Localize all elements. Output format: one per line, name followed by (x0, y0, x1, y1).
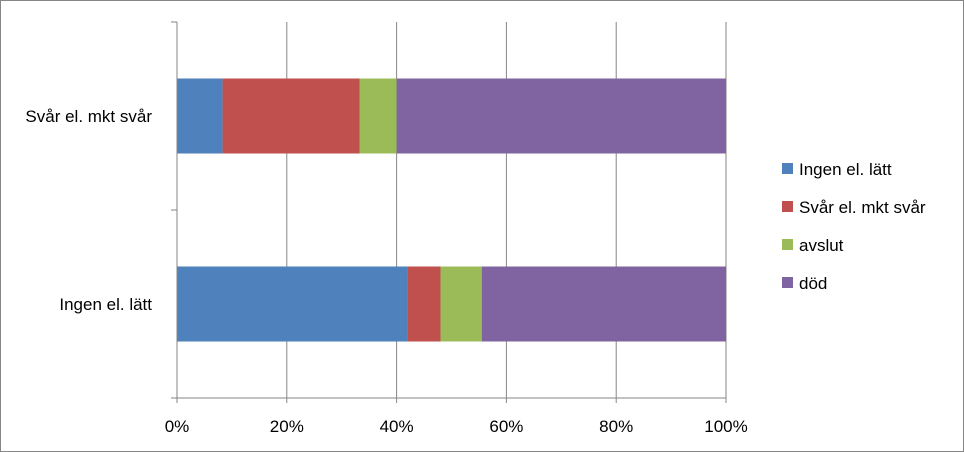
x-tick-label: 40% (380, 417, 414, 436)
legend: Ingen el. lätt Svår el. mkt svår avslut död (782, 160, 926, 293)
bar-segment (177, 266, 408, 342)
category-labels: Svår el. mkt svår Ingen el. lätt (25, 107, 152, 314)
gridlines (286, 22, 727, 398)
bar-segment (440, 266, 482, 342)
axes (171, 21, 727, 403)
x-tick-label: 100% (704, 417, 747, 436)
bar-segment (407, 266, 441, 342)
legend-swatch (782, 201, 793, 212)
legend-label: Ingen el. lätt (799, 160, 892, 179)
x-tick-label: 20% (270, 417, 304, 436)
x-tick-label: 80% (599, 417, 633, 436)
bar-segment (359, 78, 397, 154)
legend-swatch (782, 163, 793, 174)
x-tick-label: 0% (165, 417, 190, 436)
legend-label: död (799, 274, 827, 293)
bar-segment (396, 78, 726, 154)
bar-segment (481, 266, 726, 342)
category-label: Svår el. mkt svår (25, 107, 152, 126)
bars (177, 78, 726, 342)
x-tick-label: 60% (489, 417, 523, 436)
legend-label: Svår el. mkt svår (799, 198, 926, 217)
bar-segment (177, 78, 223, 154)
x-tick-labels: 0% 20% 40% 60% 80% 100% (165, 417, 748, 436)
bar-segment (222, 78, 360, 154)
legend-swatch (782, 239, 793, 250)
category-label: Ingen el. lätt (59, 295, 152, 314)
legend-swatch (782, 277, 793, 288)
legend-label: avslut (799, 236, 844, 255)
